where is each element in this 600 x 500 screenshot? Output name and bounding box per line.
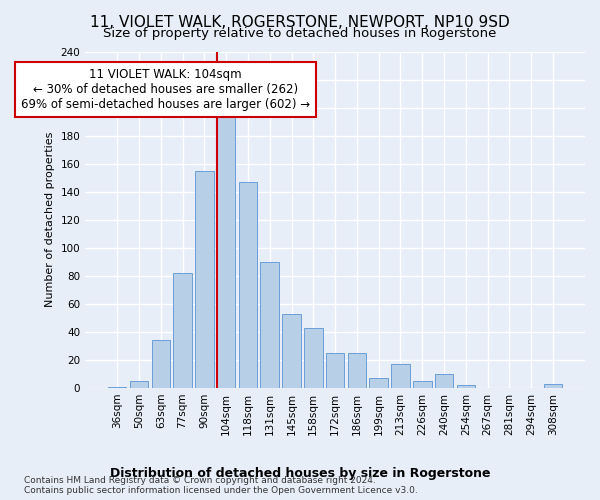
Text: 11, VIOLET WALK, ROGERSTONE, NEWPORT, NP10 9SD: 11, VIOLET WALK, ROGERSTONE, NEWPORT, NP… bbox=[90, 15, 510, 30]
Bar bbox=[457, 385, 475, 388]
Bar bbox=[152, 340, 170, 388]
Text: 11 VIOLET WALK: 104sqm
← 30% of detached houses are smaller (262)
69% of semi-de: 11 VIOLET WALK: 104sqm ← 30% of detached… bbox=[20, 68, 310, 112]
Bar bbox=[304, 328, 323, 388]
Bar bbox=[544, 384, 562, 388]
Bar bbox=[326, 353, 344, 388]
Bar bbox=[370, 378, 388, 388]
Bar bbox=[435, 374, 454, 388]
Bar bbox=[130, 381, 148, 388]
Bar bbox=[173, 273, 192, 388]
Text: Distribution of detached houses by size in Rogerstone: Distribution of detached houses by size … bbox=[110, 468, 490, 480]
Bar bbox=[239, 182, 257, 388]
Bar bbox=[108, 386, 127, 388]
Bar bbox=[347, 353, 366, 388]
Bar bbox=[413, 381, 431, 388]
Bar bbox=[195, 170, 214, 388]
Bar bbox=[217, 105, 235, 388]
Text: Size of property relative to detached houses in Rogerstone: Size of property relative to detached ho… bbox=[103, 28, 497, 40]
Bar bbox=[391, 364, 410, 388]
Bar bbox=[260, 262, 279, 388]
Y-axis label: Number of detached properties: Number of detached properties bbox=[45, 132, 55, 308]
Bar bbox=[282, 314, 301, 388]
Text: Contains HM Land Registry data © Crown copyright and database right 2024.
Contai: Contains HM Land Registry data © Crown c… bbox=[24, 476, 418, 495]
